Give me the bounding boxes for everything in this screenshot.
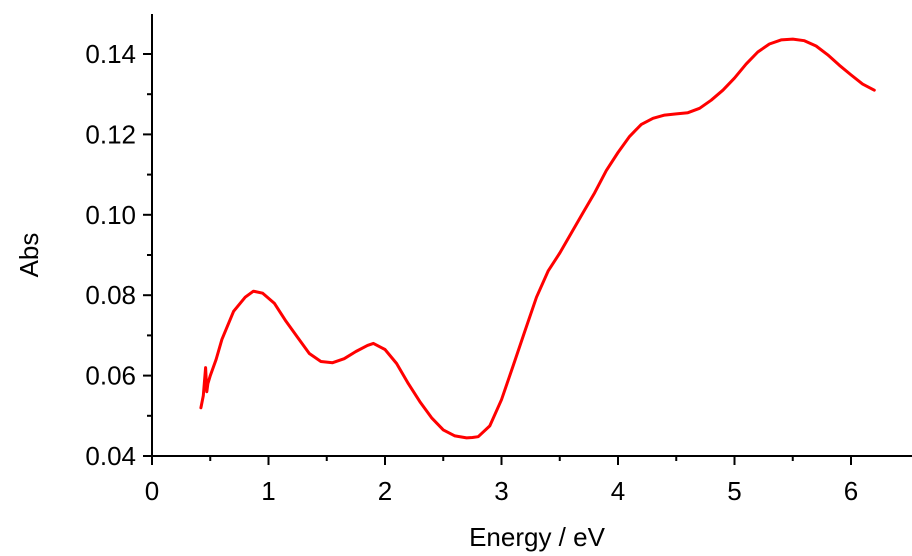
x-tick-label: 4 [611, 476, 625, 506]
axes [151, 14, 912, 457]
series-line [199, 37, 876, 440]
y-tick-label: 0.10 [85, 200, 136, 230]
x-tick-label: 1 [261, 476, 275, 506]
y-tick-label: 0.08 [85, 280, 136, 310]
x-tick-label: 6 [844, 476, 858, 506]
y-axis-label: Abs [14, 233, 44, 278]
x-axis-label: Energy / eV [469, 522, 606, 552]
x-tick-label: 0 [145, 476, 159, 506]
x-tick-label: 2 [378, 476, 392, 506]
y-tick-label: 0.12 [85, 119, 136, 149]
x-tick-label: 5 [727, 476, 741, 506]
ticks [143, 53, 852, 465]
y-tick-label: 0.14 [85, 39, 136, 69]
y-tick-label: 0.06 [85, 361, 136, 391]
tick-labels: 0.04 0.06 0.08 0.10 0.12 0.14 0 1 2 3 4 5 6 [85, 39, 858, 506]
y-tick-label: 0.04 [85, 441, 136, 471]
x-tick-label: 3 [494, 476, 508, 506]
